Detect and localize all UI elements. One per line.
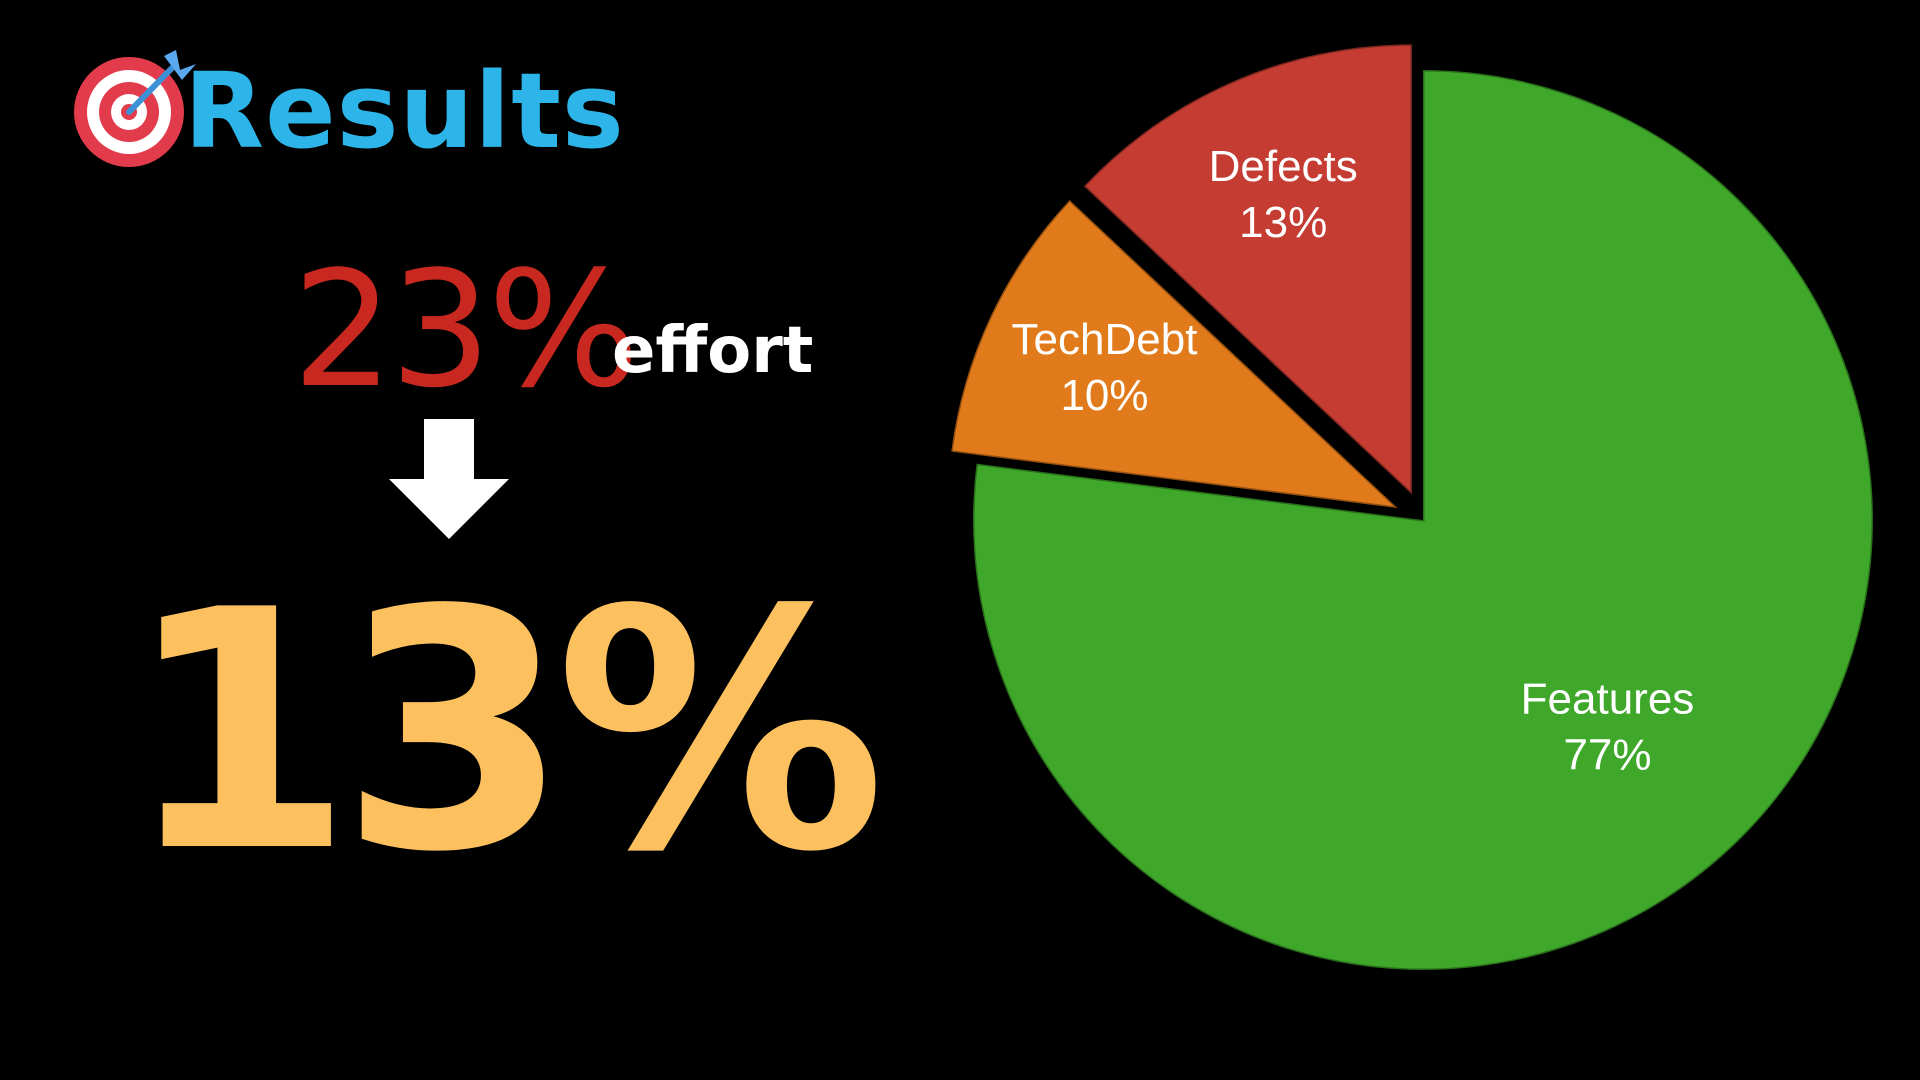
slice-category-label: Features — [1521, 674, 1695, 723]
after-value: 13% — [124, 540, 886, 924]
slice-category-label: TechDebt — [1012, 315, 1198, 364]
before-unit: effort — [612, 314, 814, 388]
slice-value-label: 77% — [1563, 730, 1651, 779]
pie-slice-techdebt — [949, 197, 1403, 511]
pie-slice-defects — [1081, 42, 1414, 498]
slice-category-label: Defects — [1209, 142, 1358, 191]
slice-value-label: 13% — [1239, 198, 1327, 247]
page-title: Results — [184, 50, 625, 172]
before-value: 23% — [292, 236, 640, 423]
slice-value-label: 10% — [1060, 371, 1148, 420]
pie-slice-features — [971, 68, 1875, 972]
target-dart-icon — [74, 50, 196, 167]
arrow-down-icon — [389, 419, 509, 539]
